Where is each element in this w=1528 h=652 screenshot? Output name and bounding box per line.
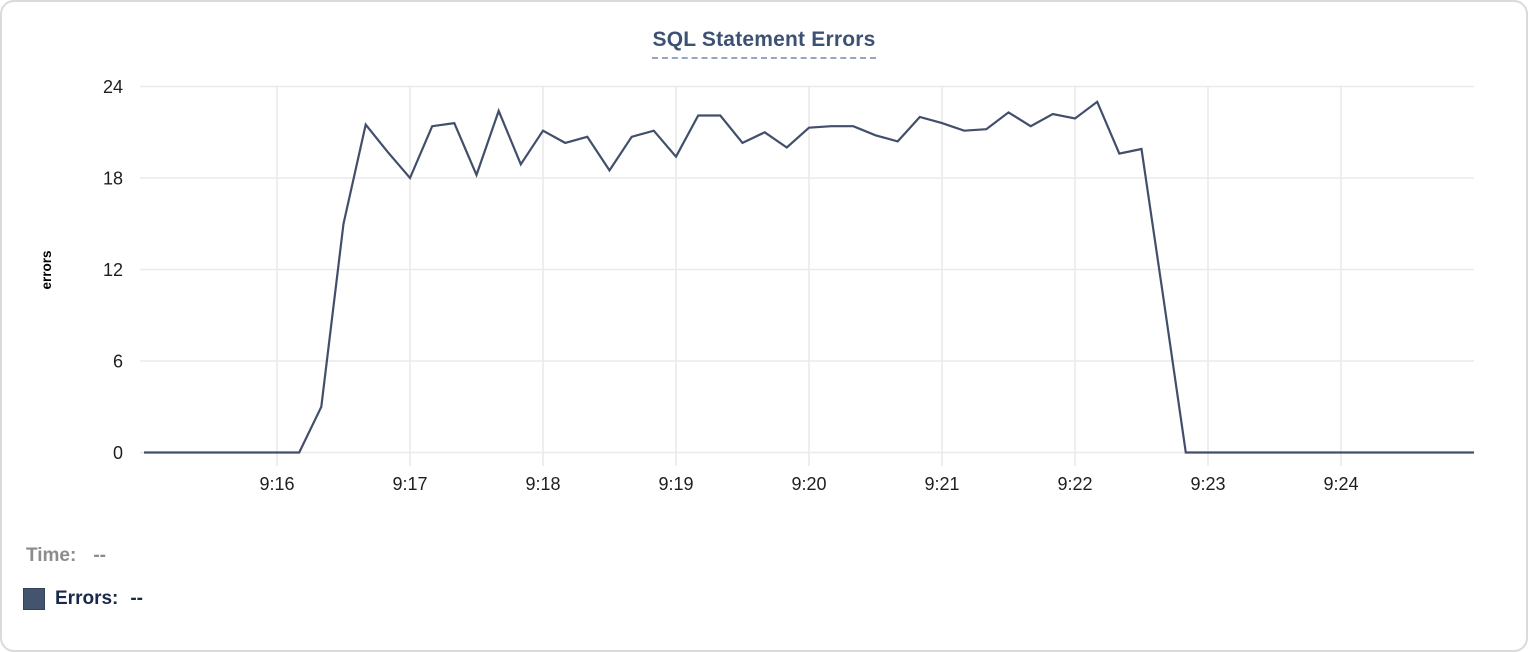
x-tick-label: 9:17 — [392, 474, 427, 494]
errors-value: -- — [130, 588, 144, 609]
x-tick-label: 9:16 — [259, 474, 294, 494]
x-tick-label: 9:19 — [658, 474, 693, 494]
y-tick-label: 6 — [113, 352, 123, 372]
x-tick-label: 9:20 — [791, 474, 826, 494]
x-tick-label: 9:23 — [1190, 474, 1225, 494]
errors-legend-row: Errors: -- — [23, 588, 143, 610]
chart-title-row: SQL Statement Errors — [2, 28, 1526, 59]
errors-series-swatch-icon — [23, 588, 45, 610]
x-tick-label: 9:24 — [1323, 474, 1358, 494]
y-tick-label: 24 — [103, 77, 123, 97]
x-tick-label: 9:21 — [924, 474, 959, 494]
series-line-errors — [144, 100, 1474, 454]
x-tick-label: 9:22 — [1057, 474, 1092, 494]
time-readout-row: Time: -- — [26, 545, 106, 567]
y-axis-title: errors — [39, 250, 54, 289]
chart-plot[interactable]: 0 6 12 18 24 9:16 9:17 9:18 9:19 9:20 9:21 9:22 9:23… — [2, 2, 1528, 507]
time-label: Time: — [26, 545, 77, 566]
errors-label: Errors: — [55, 588, 119, 609]
y-tick-label: 0 — [113, 443, 123, 463]
chart-title[interactable]: SQL Statement Errors — [652, 28, 876, 59]
x-tick-label: 9:18 — [525, 474, 560, 494]
y-tick-label: 18 — [103, 169, 123, 189]
time-value: -- — [93, 545, 106, 566]
y-tick-label: 12 — [103, 260, 123, 280]
